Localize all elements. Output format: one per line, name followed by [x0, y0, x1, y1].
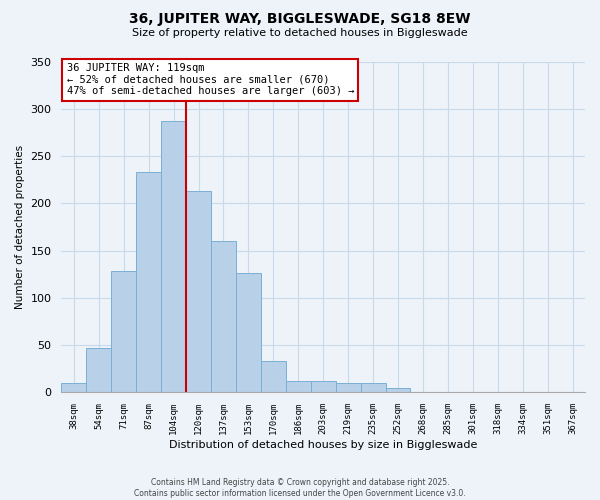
X-axis label: Distribution of detached houses by size in Biggleswade: Distribution of detached houses by size … — [169, 440, 478, 450]
Bar — [261, 362, 286, 392]
Bar — [386, 388, 410, 392]
Y-axis label: Number of detached properties: Number of detached properties — [15, 145, 25, 309]
Bar — [86, 348, 111, 393]
Bar — [311, 381, 335, 392]
Bar — [211, 241, 236, 392]
Bar — [61, 383, 86, 392]
Bar — [161, 121, 186, 392]
Bar — [136, 172, 161, 392]
Bar — [236, 274, 261, 392]
Bar — [335, 383, 361, 392]
Bar — [361, 383, 386, 392]
Bar — [111, 272, 136, 392]
Text: Contains HM Land Registry data © Crown copyright and database right 2025.
Contai: Contains HM Land Registry data © Crown c… — [134, 478, 466, 498]
Bar — [186, 191, 211, 392]
Text: Size of property relative to detached houses in Biggleswade: Size of property relative to detached ho… — [132, 28, 468, 38]
Bar — [286, 381, 311, 392]
Text: 36 JUPITER WAY: 119sqm
← 52% of detached houses are smaller (670)
47% of semi-de: 36 JUPITER WAY: 119sqm ← 52% of detached… — [67, 63, 354, 96]
Text: 36, JUPITER WAY, BIGGLESWADE, SG18 8EW: 36, JUPITER WAY, BIGGLESWADE, SG18 8EW — [129, 12, 471, 26]
